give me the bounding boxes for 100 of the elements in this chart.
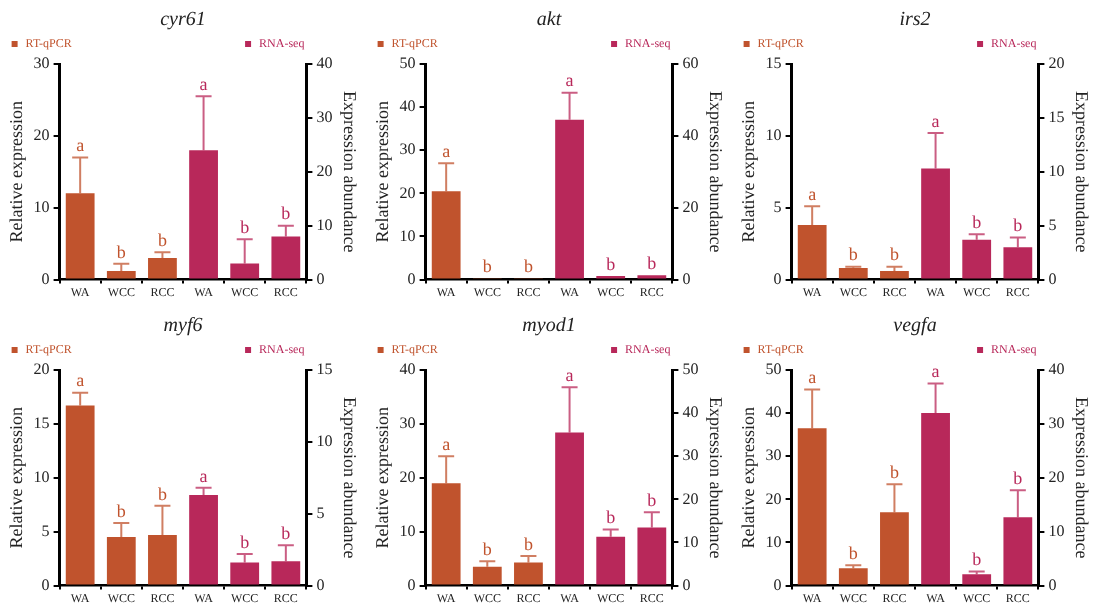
- data-label: b: [972, 549, 983, 570]
- y-tick-label: 0: [773, 269, 782, 288]
- y-tick-label: 20: [399, 183, 416, 202]
- y2-tick-label: 40: [682, 126, 699, 145]
- data-label: a: [808, 367, 817, 388]
- y2-axis-title: Expression abundance: [706, 91, 727, 253]
- y2-tick-label: 40: [1048, 360, 1065, 379]
- data-label: b: [482, 256, 493, 277]
- data-label: a: [565, 364, 574, 385]
- bar: [148, 258, 177, 279]
- y2-tick-label: 15: [1048, 108, 1065, 127]
- data-label: b: [116, 500, 127, 521]
- y-tick-label: 30: [765, 446, 782, 465]
- data-label: a: [931, 361, 940, 382]
- data-label: a: [808, 184, 817, 205]
- data-label: b: [240, 216, 251, 237]
- data-label: b: [1013, 467, 1024, 488]
- bar: [472, 566, 502, 585]
- data-label: a: [442, 140, 451, 161]
- data-label: b: [889, 244, 900, 265]
- y2-tick-label: 5: [1048, 215, 1057, 234]
- y2-tick-label: 0: [1048, 575, 1057, 594]
- y2-tick-label: 30: [682, 446, 699, 465]
- bar: [189, 495, 218, 585]
- y-axis-title: Relative expression: [737, 406, 758, 549]
- y-tick-label: 50: [399, 54, 416, 73]
- y2-tick-label: 15: [316, 360, 333, 379]
- y-tick-label: 30: [399, 140, 416, 159]
- bar: [106, 270, 136, 279]
- y2-tick-label: 20: [316, 161, 333, 180]
- data-label: b: [116, 241, 127, 262]
- data-label: b: [848, 244, 859, 265]
- y2-tick-label: 30: [1048, 414, 1065, 433]
- data-label: b: [848, 543, 859, 564]
- y2-tick-label: 40: [316, 54, 333, 73]
- y-tick-label: 10: [33, 467, 50, 486]
- y2-tick-label: 60: [682, 54, 699, 73]
- y2-tick-label: 0: [682, 575, 691, 594]
- data-label: b: [606, 507, 617, 528]
- y-axis-title: Relative expression: [371, 100, 392, 243]
- data-label: a: [565, 70, 574, 91]
- y-tick-label: 40: [399, 360, 416, 379]
- y2-axis-title: Expression abundance: [1072, 397, 1093, 559]
- y-tick-label: 0: [773, 575, 782, 594]
- y2-tick-label: 10: [316, 432, 333, 451]
- y-tick-label: 20: [33, 126, 50, 145]
- data-label: b: [281, 203, 292, 224]
- y-tick-label: 40: [399, 97, 416, 116]
- data-label: b: [240, 531, 251, 552]
- data-label: b: [157, 230, 168, 251]
- y-tick-label: 20: [765, 489, 782, 508]
- data-label: b: [281, 523, 292, 544]
- chart-title: vegfa: [893, 315, 937, 338]
- data-label: a: [931, 110, 940, 131]
- y-tick-label: 30: [399, 414, 416, 433]
- y2-tick-label: 20: [1048, 467, 1065, 486]
- data-label: a: [76, 135, 85, 156]
- bar: [962, 574, 992, 585]
- data-label: a: [76, 370, 85, 391]
- chart-title: myod1: [522, 315, 576, 338]
- data-label: b: [606, 253, 617, 274]
- bar: [838, 568, 868, 585]
- chart-title: irs2: [899, 9, 931, 32]
- y2-tick-label: 0: [316, 575, 325, 594]
- y2-axis-title: Expression abundance: [706, 397, 727, 559]
- y2-tick-label: 20: [682, 489, 699, 508]
- chart-title: cyr61: [160, 9, 206, 32]
- y-tick-label: 30: [33, 54, 50, 73]
- data-label: b: [157, 483, 168, 504]
- y2-tick-label: 10: [1048, 161, 1065, 180]
- data-label: b: [482, 539, 493, 560]
- data-label: a: [199, 465, 208, 486]
- y2-tick-label: 0: [682, 269, 691, 288]
- bar: [596, 536, 626, 585]
- y2-tick-label: 10: [316, 215, 333, 234]
- y-tick-label: 20: [33, 360, 50, 379]
- data-label: b: [1013, 215, 1024, 236]
- chart-title: akt: [536, 9, 562, 32]
- y-tick-label: 10: [765, 532, 782, 551]
- y-tick-label: 15: [765, 54, 782, 73]
- y-tick-label: 0: [407, 269, 416, 288]
- y2-tick-label: 50: [682, 360, 699, 379]
- y2-axis-title: Expression abundance: [340, 397, 361, 559]
- y2-tick-label: 5: [316, 503, 325, 522]
- y2-tick-label: 10: [682, 532, 699, 551]
- bar: [838, 268, 868, 279]
- y2-tick-label: 10: [1048, 521, 1065, 540]
- data-label: b: [647, 490, 658, 511]
- y2-axis-title: Expression abundance: [1072, 91, 1093, 253]
- y-axis-title: Relative expression: [371, 406, 392, 549]
- y-tick-label: 10: [399, 226, 416, 245]
- y-tick-label: 5: [41, 521, 50, 540]
- y2-tick-label: 20: [1048, 54, 1065, 73]
- chart-title: myf6: [163, 315, 203, 338]
- y2-tick-label: 0: [316, 269, 325, 288]
- y-tick-label: 0: [41, 575, 50, 594]
- bar: [514, 562, 543, 585]
- y-tick-label: 10: [399, 521, 416, 540]
- y-axis-title: Relative expression: [5, 100, 26, 243]
- y2-tick-label: 30: [316, 108, 333, 127]
